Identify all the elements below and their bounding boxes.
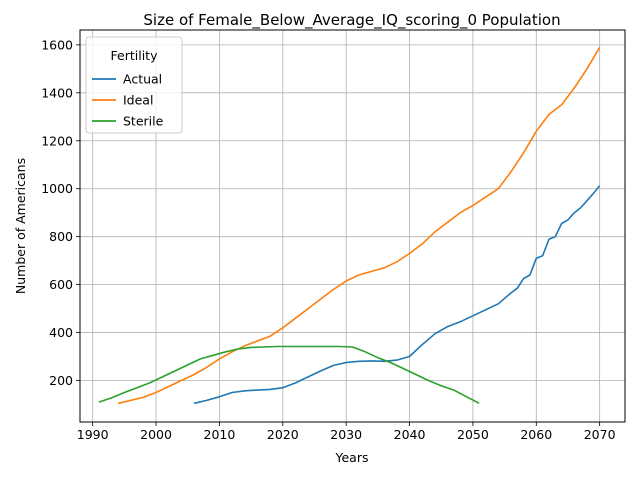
x-tick-label: 2020 <box>267 427 299 442</box>
x-tick-label: 2060 <box>520 427 552 442</box>
y-tick-label: 1200 <box>41 133 73 148</box>
legend: Fertility Actual Ideal Sterile <box>85 36 183 134</box>
series-line-sterile <box>98 345 480 405</box>
legend-box <box>85 36 183 134</box>
y-tick-label: 1400 <box>41 85 73 100</box>
legend-entries: Actual Ideal Sterile <box>92 72 164 129</box>
y-tick-label: 600 <box>49 277 73 292</box>
y-tick-label: 1000 <box>41 181 73 196</box>
series-line-actual <box>193 185 601 405</box>
x-tick-label: 2040 <box>394 427 426 442</box>
series-line-ideal <box>117 46 601 405</box>
y-axis-ticks: 200 400 600 800 1000 1200 1400 1600 <box>41 37 80 388</box>
x-tick-label: 2070 <box>584 427 616 442</box>
x-tick-label: 2010 <box>204 427 236 442</box>
x-tick-label: 2030 <box>330 427 362 442</box>
legend-label-actual: Actual <box>123 72 162 87</box>
grid-lines <box>80 30 625 422</box>
x-tick-label: 2050 <box>457 427 489 442</box>
y-tick-label: 400 <box>49 325 73 340</box>
x-axis-label: Years <box>335 450 369 465</box>
legend-title: Fertility <box>111 48 159 63</box>
legend-label-ideal: Ideal <box>123 93 153 108</box>
y-tick-label: 800 <box>49 229 73 244</box>
y-tick-label: 200 <box>49 373 73 388</box>
series-lines <box>98 46 601 405</box>
x-tick-label: 2000 <box>140 427 172 442</box>
plot-frame <box>79 29 626 423</box>
y-tick-label: 1600 <box>41 37 73 52</box>
x-tick-label: 1990 <box>77 427 109 442</box>
legend-label-sterile: Sterile <box>123 114 164 129</box>
x-axis-ticks: 1990 2000 2010 2020 2030 2040 2050 2060 2070 <box>77 422 616 442</box>
y-axis-label: Number of Americans <box>13 158 28 294</box>
chart-title: Size of Female_Below_Average_IQ_scoring_… <box>143 11 560 30</box>
